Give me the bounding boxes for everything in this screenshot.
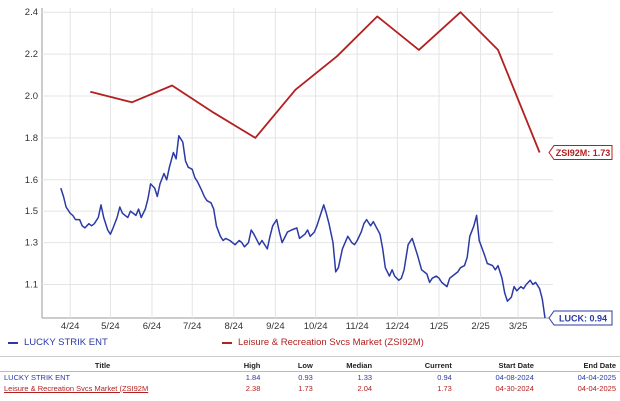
table-cell: 04-30-2024 [495,384,534,393]
column-header: Median [316,360,377,372]
divider [0,356,620,357]
x-tick-label: 3/25 [509,321,528,332]
y-tick-label: 2.4 [25,7,38,18]
chart-series [60,11,546,319]
x-tick-label: 2/25 [471,321,490,332]
table-cell: 0.94 [437,373,452,382]
y-tick-label: 2.0 [25,91,38,102]
legend-swatch [222,341,232,344]
column-header: Current [376,360,456,372]
x-tick-label: 5/24 [101,321,120,332]
chart-ticks: 4/24 5/24 6/24 7/24 8/24 9/24 10/24 11/24 12/24 1… [25,7,528,332]
legend: LUCKY STRIK ENT Leisure & Recreation Svc… [0,333,620,353]
table-cell: 1.84 [245,373,261,382]
price-chart: 4/24 5/24 6/24 7/24 8/24 9/24 10/24 11/24 12/24 1… [24,7,613,332]
end-label-text: ZSI92M: 1.73 [556,148,611,158]
table-cell: 04-04-2025 [577,373,616,382]
table-cell: 2.04 [357,384,373,393]
legend-label: Leisure & Recreation Svcs Market (ZSI92M… [238,337,424,348]
column-header: End Date [537,360,620,372]
end-label-box [548,145,613,161]
table-row: Leisure & Recreation Svcs Market (ZSI92M… [0,383,620,394]
x-tick-label: 9/24 [266,321,285,332]
table-cell: LUCKY STRIK ENT [4,373,71,382]
x-tick-label: 10/24 [304,321,328,332]
y-tick-label: 1.8 [25,133,38,144]
end-label-box [548,310,613,326]
column-header: Low [264,360,317,372]
table-header-row: Title High Low Median Current Start Date… [0,360,620,372]
summary-table: Title High Low Median Current Start Date… [0,360,620,394]
table-cell: 04-08-2024 [495,373,534,382]
y-tick-label: 1.1 [25,279,38,290]
end-label-text: LUCK: 0.94 [559,314,607,324]
x-tick-label: 6/24 [143,321,162,332]
chart-grid [41,8,553,319]
end-labels: LUCK: 0.94 ZSI92M: 1.73 [548,145,613,326]
column-header: Title [0,360,206,372]
series-line-lucky [60,135,546,319]
x-tick-label: 4/24 [61,321,80,332]
x-tick-label: 1/25 [430,321,449,332]
x-tick-label: 11/24 [346,321,369,332]
y-tick-label: 1.5 [25,206,38,217]
table-cell: 1.73 [437,384,452,393]
column-header: High [205,360,265,372]
y-tick-label: 1.3 [25,238,38,249]
series-line-zsi92m [90,11,541,153]
table-cell: 1.33 [357,373,373,382]
table-cell: 1.73 [298,384,313,393]
table-cell: Leisure & Recreation Svcs Market (ZSI92M [4,384,149,393]
y-tick-label: 1.6 [25,175,38,186]
table-cell: 04-04-2025 [577,384,616,393]
x-tick-label: 12/24 [386,321,410,332]
legend-swatch [8,341,18,344]
table-cell: 2.38 [245,384,261,393]
y-tick-label: 2.2 [25,49,38,60]
legend-item-zsi92m: Leisure & Recreation Svcs Market (ZSI92M… [222,337,424,348]
legend-label: LUCKY STRIK ENT [24,337,108,348]
legend-item-lucky: LUCKY STRIK ENT [8,337,108,348]
x-tick-label: 8/24 [225,321,244,332]
table-cell: 0.93 [298,373,313,382]
table-row: LUCKY STRIK ENT 1.84 0.93 1.33 0.94 04-0… [0,372,620,384]
column-header: Start Date [455,360,538,372]
x-tick-label: 7/24 [183,321,202,332]
